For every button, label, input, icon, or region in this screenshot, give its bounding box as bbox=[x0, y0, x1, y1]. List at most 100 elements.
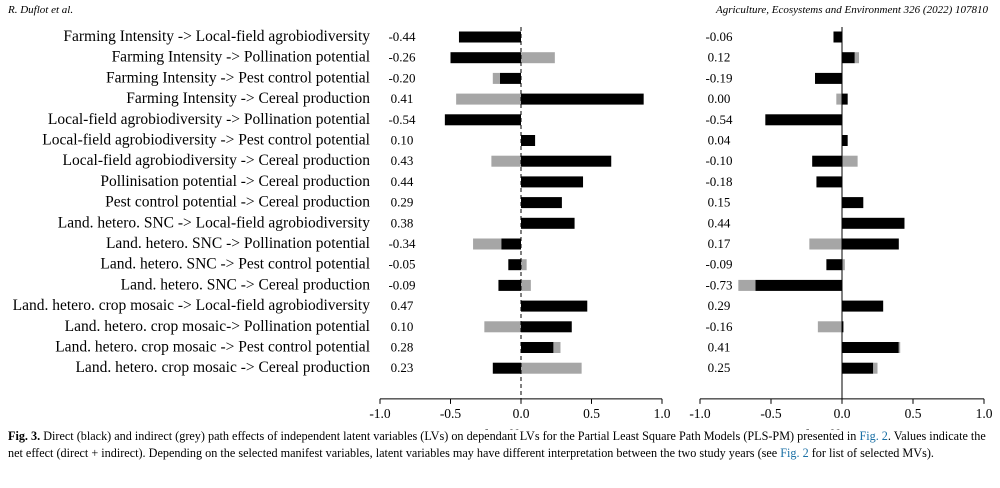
category-label: Land. hetero. crop mosaic-> Pollination … bbox=[65, 318, 370, 335]
category-label: Farming Intensity -> Pest control potent… bbox=[106, 69, 370, 86]
net-effect-label: -0.06 bbox=[705, 29, 733, 44]
indirect-effect-bar bbox=[491, 155, 521, 167]
direct-effect-bar bbox=[842, 300, 884, 312]
net-effect-label: 0.43 bbox=[391, 153, 414, 168]
indirect-effect-bar bbox=[809, 238, 842, 250]
net-effect-label: -0.16 bbox=[705, 319, 733, 334]
direct-effect-bar bbox=[458, 31, 521, 43]
category-label: Land. hetero. crop mosaic -> Cereal prod… bbox=[75, 359, 370, 376]
direct-effect-bar bbox=[521, 155, 612, 167]
net-effect-label: -0.54 bbox=[705, 112, 733, 127]
net-effect-label: -0.54 bbox=[388, 112, 416, 127]
indirect-effect-bar bbox=[521, 52, 555, 64]
category-label: Land. hetero. SNC -> Pest control potent… bbox=[100, 256, 370, 273]
direct-effect-bar bbox=[521, 217, 575, 229]
category-label: Farming Intensity -> Cereal production bbox=[126, 90, 370, 107]
x-axis-title: Path effect 2017 bbox=[783, 426, 901, 430]
net-effect-label: 0.10 bbox=[391, 133, 414, 148]
direct-effect-bar bbox=[812, 155, 842, 167]
direct-effect-bar bbox=[842, 52, 855, 64]
indirect-effect-bar bbox=[898, 342, 901, 353]
direct-effect-bar bbox=[842, 135, 848, 146]
indirect-effect-bar bbox=[842, 155, 858, 167]
net-effect-label: -0.09 bbox=[705, 257, 732, 272]
net-effect-label: 0.04 bbox=[708, 133, 731, 148]
x-tick-label: 0.5 bbox=[583, 406, 600, 421]
category-label: Local-field agrobiodiversity -> Pollinat… bbox=[48, 111, 370, 128]
direct-effect-bar bbox=[842, 362, 874, 374]
direct-effect-bar bbox=[816, 176, 842, 188]
direct-effect-bar bbox=[521, 93, 644, 105]
category-label: Land. hetero. SNC -> Local-field agrobio… bbox=[58, 214, 370, 231]
net-effect-label: 0.28 bbox=[391, 340, 414, 355]
direct-effect-bar bbox=[521, 300, 588, 312]
indirect-effect-bar bbox=[484, 321, 521, 333]
figure-caption: Fig. 3. Direct (black) and indirect (gre… bbox=[8, 428, 993, 462]
direct-effect-bar bbox=[492, 362, 521, 374]
direct-effect-bar bbox=[755, 279, 842, 291]
direct-effect-bar bbox=[521, 135, 536, 146]
x-tick-label: 1.0 bbox=[654, 406, 671, 421]
indirect-effect-bar bbox=[817, 321, 842, 333]
direct-effect-bar bbox=[842, 321, 844, 333]
direct-effect-bar bbox=[842, 342, 899, 353]
net-effect-label: -0.09 bbox=[388, 277, 415, 292]
net-effect-label: 0.41 bbox=[391, 91, 414, 106]
category-label: Pest control potential -> Cereal product… bbox=[105, 194, 370, 211]
indirect-effect-bar bbox=[456, 93, 521, 105]
net-effect-label: 0.15 bbox=[708, 195, 731, 210]
header-journal: Agriculture, Ecosystems and Environment … bbox=[715, 4, 988, 16]
indirect-effect-bar bbox=[521, 362, 582, 374]
caption-fig-link-2[interactable]: Fig. 2 bbox=[780, 446, 809, 460]
net-effect-label: -0.18 bbox=[705, 174, 732, 189]
indirect-effect-bar bbox=[473, 238, 502, 250]
direct-effect-bar bbox=[444, 114, 521, 126]
net-effect-label: 0.10 bbox=[391, 319, 414, 334]
direct-effect-bar bbox=[498, 279, 521, 291]
direct-effect-bar bbox=[842, 238, 899, 250]
net-effect-label: 0.29 bbox=[391, 195, 414, 210]
indirect-effect-bar bbox=[854, 52, 860, 64]
direct-effect-bar bbox=[842, 93, 848, 105]
net-effect-label: -0.20 bbox=[388, 70, 415, 85]
indirect-effect-bar bbox=[873, 362, 878, 374]
direct-effect-bar bbox=[450, 52, 521, 64]
direct-effect-bar bbox=[842, 197, 864, 209]
x-tick-label: -0.5 bbox=[440, 406, 462, 421]
net-effect-label: 0.17 bbox=[708, 236, 731, 251]
net-effect-label: -0.34 bbox=[388, 236, 416, 251]
direct-effect-bar bbox=[521, 321, 572, 333]
indirect-effect-bar bbox=[521, 279, 531, 291]
direct-effect-bar bbox=[508, 259, 521, 271]
direct-effect-bar bbox=[521, 342, 554, 353]
net-effect-label: -0.19 bbox=[705, 70, 732, 85]
net-effect-label: 0.47 bbox=[391, 298, 414, 313]
net-effect-label: 0.29 bbox=[708, 298, 731, 313]
net-effect-label: 0.25 bbox=[708, 360, 731, 375]
caption-label: Fig. 3. bbox=[8, 429, 41, 443]
net-effect-label: -0.05 bbox=[388, 257, 415, 272]
direct-effect-bar bbox=[815, 72, 842, 84]
x-axis-title: Path effect 2016 bbox=[462, 426, 580, 430]
net-effect-label: -0.26 bbox=[388, 50, 416, 65]
indirect-effect-bar bbox=[492, 72, 500, 84]
net-effect-label: 0.00 bbox=[708, 91, 731, 106]
direct-effect-bar bbox=[501, 238, 521, 250]
net-effect-label: -0.44 bbox=[388, 29, 416, 44]
x-tick-label: -0.5 bbox=[760, 406, 782, 421]
caption-text-3: for list of selected MVs). bbox=[808, 446, 934, 460]
net-effect-label: 0.12 bbox=[708, 50, 731, 65]
category-label: Local-field agrobiodiversity -> Pest con… bbox=[42, 132, 370, 149]
category-label: Local-field agrobiodiversity -> Cereal p… bbox=[63, 152, 371, 169]
caption-fig-link-1[interactable]: Fig. 2 bbox=[859, 429, 888, 443]
category-label: Land. hetero. crop mosaic -> Pest contro… bbox=[55, 339, 370, 356]
category-label: Land. hetero. SNC -> Cereal production bbox=[121, 276, 371, 293]
category-label: Pollinisation potential -> Cereal produc… bbox=[100, 173, 370, 190]
net-effect-label: 0.44 bbox=[708, 215, 731, 230]
direct-effect-bar bbox=[521, 176, 584, 188]
x-tick-label: 0.0 bbox=[834, 406, 851, 421]
net-effect-label: 0.44 bbox=[391, 174, 414, 189]
direct-effect-bar bbox=[826, 259, 842, 271]
indirect-effect-bar bbox=[842, 259, 845, 271]
category-label: Farming Intensity -> Pollination potenti… bbox=[112, 49, 370, 66]
